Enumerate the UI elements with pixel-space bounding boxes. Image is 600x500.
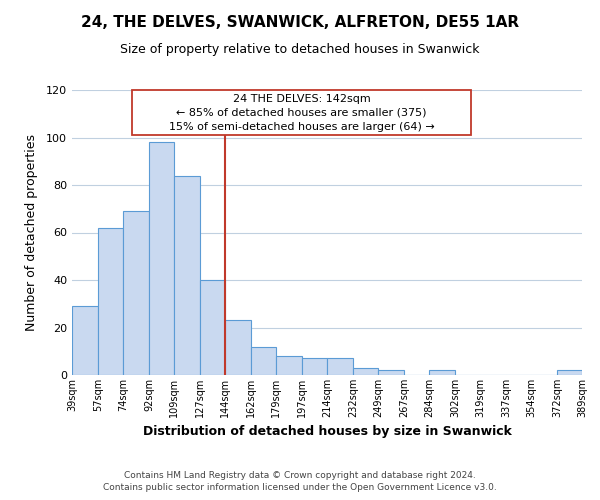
- Bar: [72, 306, 98, 375]
- FancyBboxPatch shape: [132, 90, 471, 135]
- Bar: [302, 358, 327, 375]
- X-axis label: Distribution of detached houses by size in Swanwick: Distribution of detached houses by size …: [143, 426, 511, 438]
- Text: Contains HM Land Registry data © Crown copyright and database right 2024.: Contains HM Land Registry data © Crown c…: [124, 471, 476, 480]
- Bar: [225, 320, 251, 375]
- Y-axis label: Number of detached properties: Number of detached properties: [25, 134, 38, 331]
- Bar: [378, 370, 404, 375]
- Text: 24 THE DELVES: 142sqm
← 85% of detached houses are smaller (375)
15% of semi-det: 24 THE DELVES: 142sqm ← 85% of detached …: [169, 94, 434, 132]
- Bar: [276, 356, 302, 375]
- Text: Contains public sector information licensed under the Open Government Licence v3: Contains public sector information licen…: [103, 484, 497, 492]
- Text: Size of property relative to detached houses in Swanwick: Size of property relative to detached ho…: [120, 42, 480, 56]
- Bar: [353, 368, 378, 375]
- Bar: [123, 211, 149, 375]
- Text: 24, THE DELVES, SWANWICK, ALFRETON, DE55 1AR: 24, THE DELVES, SWANWICK, ALFRETON, DE55…: [81, 15, 519, 30]
- Bar: [251, 346, 276, 375]
- Bar: [149, 142, 174, 375]
- Bar: [98, 228, 123, 375]
- Bar: [327, 358, 353, 375]
- Bar: [174, 176, 200, 375]
- Bar: [429, 370, 455, 375]
- Bar: [557, 370, 582, 375]
- Bar: [200, 280, 225, 375]
